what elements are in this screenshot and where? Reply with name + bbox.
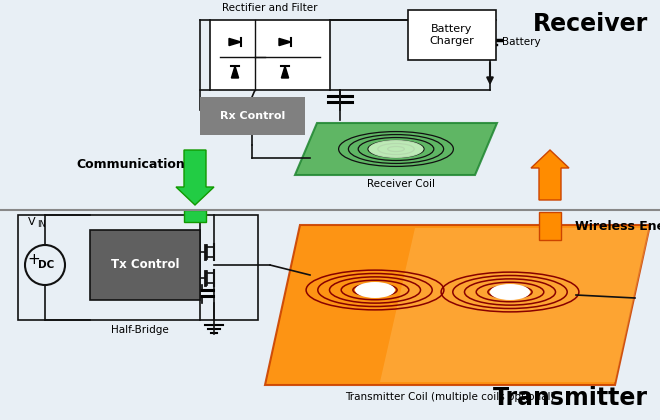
Text: Battery
Charger: Battery Charger — [430, 24, 475, 46]
FancyArrow shape — [539, 212, 561, 240]
Ellipse shape — [355, 282, 395, 298]
Bar — [90, 230, 200, 300]
Ellipse shape — [368, 140, 424, 158]
Polygon shape — [380, 228, 650, 382]
Polygon shape — [265, 225, 650, 385]
Text: DC: DC — [38, 260, 54, 270]
Text: Transmitter: Transmitter — [493, 386, 648, 410]
Bar — [18, 215, 258, 320]
Polygon shape — [229, 38, 241, 46]
Text: Tx Control: Tx Control — [111, 258, 180, 271]
Text: Receiver Coil: Receiver Coil — [367, 179, 435, 189]
Text: +: + — [28, 252, 40, 268]
Text: V: V — [28, 217, 36, 227]
FancyArrow shape — [176, 150, 214, 205]
Text: IN: IN — [37, 220, 46, 229]
Text: Receiver: Receiver — [533, 12, 648, 36]
Text: Transmitter Coil (multiple coils optional): Transmitter Coil (multiple coils optiona… — [345, 392, 555, 402]
FancyArrow shape — [184, 210, 206, 222]
Text: Half-Bridge: Half-Bridge — [111, 325, 169, 335]
Text: Rectifier and Filter: Rectifier and Filter — [222, 3, 317, 13]
Bar — [200, 97, 305, 135]
Bar — [408, 10, 496, 60]
FancyArrow shape — [531, 150, 569, 200]
Text: Battery: Battery — [502, 37, 541, 47]
Polygon shape — [281, 66, 288, 78]
Text: Communication: Communication — [77, 158, 185, 171]
Polygon shape — [295, 123, 497, 175]
Polygon shape — [232, 66, 239, 78]
Text: Rx Control: Rx Control — [220, 111, 285, 121]
Bar — [210, 20, 330, 90]
Text: Wireless Energy Transfer: Wireless Energy Transfer — [575, 220, 660, 233]
Polygon shape — [279, 38, 291, 46]
Ellipse shape — [490, 284, 530, 300]
